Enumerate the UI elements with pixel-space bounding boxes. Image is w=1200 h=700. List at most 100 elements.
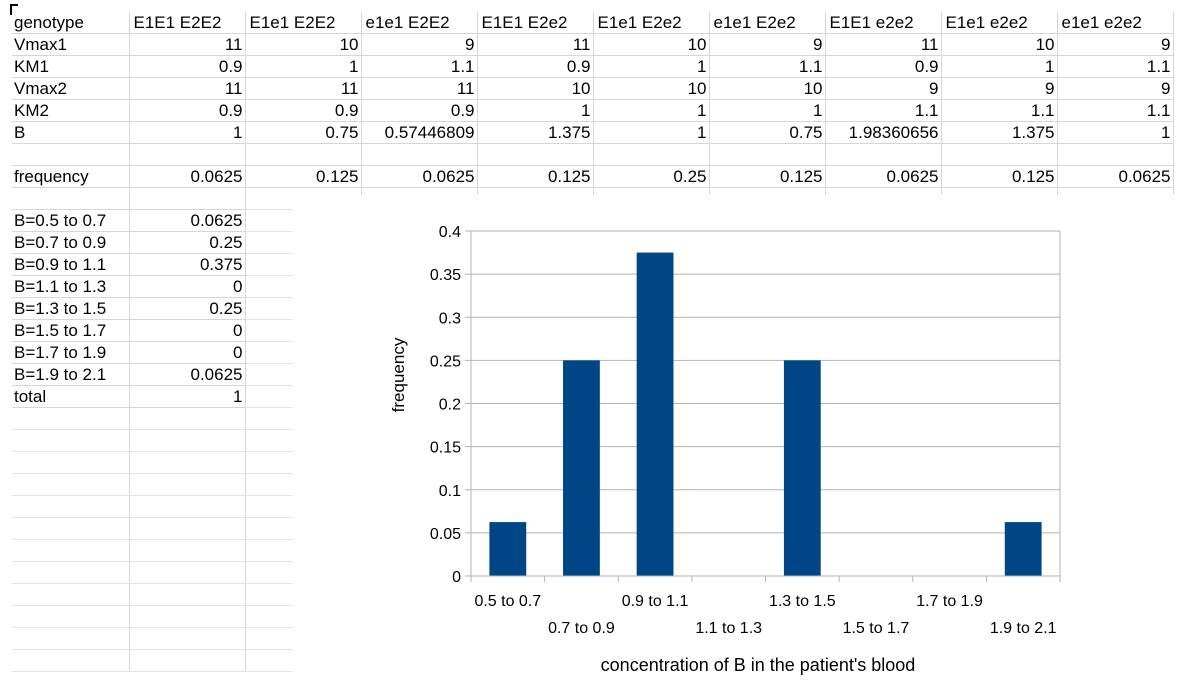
row-label-cell[interactable]: KM2 [12,99,130,122]
sheet-cell-empty[interactable] [12,407,130,430]
sheet-cell[interactable]: 0.125 [709,165,826,188]
sheet-cell[interactable]: 0 [129,275,246,298]
sheet-cell[interactable]: 1.98360656 [825,121,942,144]
sheet-cell[interactable]: 0.375 [129,253,246,276]
sheet-cell[interactable]: 0.9 [361,99,478,122]
sheet-cell[interactable]: 0 [129,341,246,364]
sheet-cell[interactable]: E1E1 e2e2 [825,12,942,34]
sheet-cell-empty[interactable] [12,627,130,650]
sheet-cell[interactable]: 1 [129,121,246,144]
sheet-cell[interactable]: 0.125 [245,165,362,188]
sheet-cell[interactable]: 1.375 [941,121,1058,144]
sheet-cell[interactable]: 1.1 [1057,55,1174,78]
sheet-cell[interactable]: 1 [941,55,1058,78]
sheet-cell[interactable]: 9 [1057,77,1174,100]
sheet-cell[interactable]: 0.9 [825,55,942,78]
sheet-cell-empty[interactable] [129,627,246,650]
sheet-cell-empty[interactable] [12,539,130,562]
sheet-cell-empty[interactable] [12,473,130,496]
sheet-cell[interactable]: 10 [709,77,826,100]
sheet-cell[interactable] [709,143,826,166]
sheet-cell-empty[interactable] [129,583,246,606]
sheet-cell[interactable]: 1 [129,385,246,408]
sheet-cell[interactable]: e1e1 E2e2 [709,12,826,34]
sheet-cell[interactable]: 10 [941,33,1058,56]
sheet-cell[interactable]: 0.0625 [825,165,942,188]
row-label-cell[interactable]: B [12,121,130,144]
bar-1.3-to-1.5[interactable] [783,360,821,576]
sheet-cell[interactable]: 10 [477,77,594,100]
sheet-cell[interactable]: 1 [1057,121,1174,144]
sheet-cell[interactable] [593,143,710,166]
bar-0.7-to-0.9[interactable] [563,360,600,576]
sheet-cell-empty[interactable] [129,539,246,562]
sheet-cell[interactable] [245,143,362,166]
sheet-cell[interactable]: 0 [129,319,246,342]
sheet-cell[interactable]: 1.1 [825,99,942,122]
sheet-cell[interactable]: 11 [245,77,362,100]
sheet-cell[interactable]: 10 [593,77,710,100]
sheet-cell[interactable]: 1 [593,99,710,122]
sheet-cell-empty[interactable] [12,649,130,672]
sheet-cell-empty[interactable] [129,407,246,430]
sheet-cell[interactable]: 0.0625 [129,363,246,386]
sheet-cell[interactable] [361,143,478,166]
sheet-cell[interactable]: 0.9 [245,99,362,122]
sheet-cell[interactable]: 0.0625 [129,209,246,232]
sheet-cell[interactable]: 10 [245,33,362,56]
row-label-cell[interactable]: total [12,385,130,408]
sheet-cell[interactable]: 9 [825,77,942,100]
row-label-cell[interactable]: Vmax2 [12,77,130,100]
row-label-cell[interactable]: Vmax1 [12,33,130,56]
sheet-cell-empty[interactable] [129,451,246,474]
sheet-cell[interactable]: E1E1 E2E2 [129,12,246,34]
row-label-cell[interactable]: B=1.9 to 2.1 [12,363,130,386]
row-label-cell[interactable]: B=0.9 to 1.1 [12,253,130,276]
sheet-cell-empty[interactable] [12,605,130,628]
frequency-histogram-chart[interactable]: 0 0.05 0.1 0.15 0.2 0.25 0.3 0.35 0.4 0.5 to 0.7… [293,195,1200,700]
sheet-cell[interactable]: 1.375 [477,121,594,144]
sheet-cell[interactable]: 1 [593,121,710,144]
sheet-cell[interactable]: 11 [361,77,478,100]
sheet-cell[interactable]: E1e1 E2E2 [245,12,362,34]
sheet-cell[interactable]: 1 [245,55,362,78]
sheet-cell[interactable]: e1e1 e2e2 [1057,12,1174,34]
row-label-cell[interactable] [12,187,130,210]
sheet-cell[interactable]: 0.75 [245,121,362,144]
sheet-cell[interactable]: 0.0625 [1057,165,1174,188]
sheet-cell-empty[interactable] [129,561,246,584]
sheet-cell[interactable]: 9 [361,33,478,56]
sheet-cell-empty[interactable] [129,605,246,628]
row-label-cell[interactable]: KM1 [12,55,130,78]
sheet-cell-empty[interactable] [12,517,130,540]
sheet-cell-empty[interactable] [12,429,130,452]
row-label-cell[interactable]: B=0.5 to 0.7 [12,209,130,232]
sheet-cell[interactable]: 9 [709,33,826,56]
sheet-cell[interactable] [477,143,594,166]
bar-0.9-to-1.1[interactable] [636,252,674,576]
sheet-cell[interactable]: 0.25 [129,297,246,320]
sheet-cell[interactable]: 1 [477,99,594,122]
sheet-cell[interactable]: 1 [593,55,710,78]
sheet-cell[interactable]: 11 [129,33,246,56]
sheet-cell[interactable]: E1e1 e2e2 [941,12,1058,34]
sheet-cell[interactable]: 0.25 [593,165,710,188]
sheet-cell[interactable]: 9 [1057,33,1174,56]
sheet-cell[interactable]: 11 [825,33,942,56]
sheet-cell[interactable]: 0.9 [477,55,594,78]
sheet-cell-empty[interactable] [12,583,130,606]
sheet-cell[interactable] [1057,143,1174,166]
sheet-cell-empty[interactable] [129,473,246,496]
bar-0.5-to-0.7[interactable] [489,522,527,576]
sheet-cell[interactable]: E1e1 E2e2 [593,12,710,34]
sheet-cell-empty[interactable] [12,561,130,584]
sheet-cell-empty[interactable] [129,495,246,518]
bar-1.9-to-2.1[interactable] [1004,522,1042,576]
sheet-cell[interactable]: 0.9 [129,99,246,122]
sheet-cell[interactable] [825,143,942,166]
row-label-cell[interactable]: frequency [12,165,130,188]
sheet-cell[interactable]: 0.125 [477,165,594,188]
sheet-cell[interactable]: 1 [709,99,826,122]
sheet-cell[interactable]: 1.1 [941,99,1058,122]
row-label-cell[interactable]: B=1.7 to 1.9 [12,341,130,364]
